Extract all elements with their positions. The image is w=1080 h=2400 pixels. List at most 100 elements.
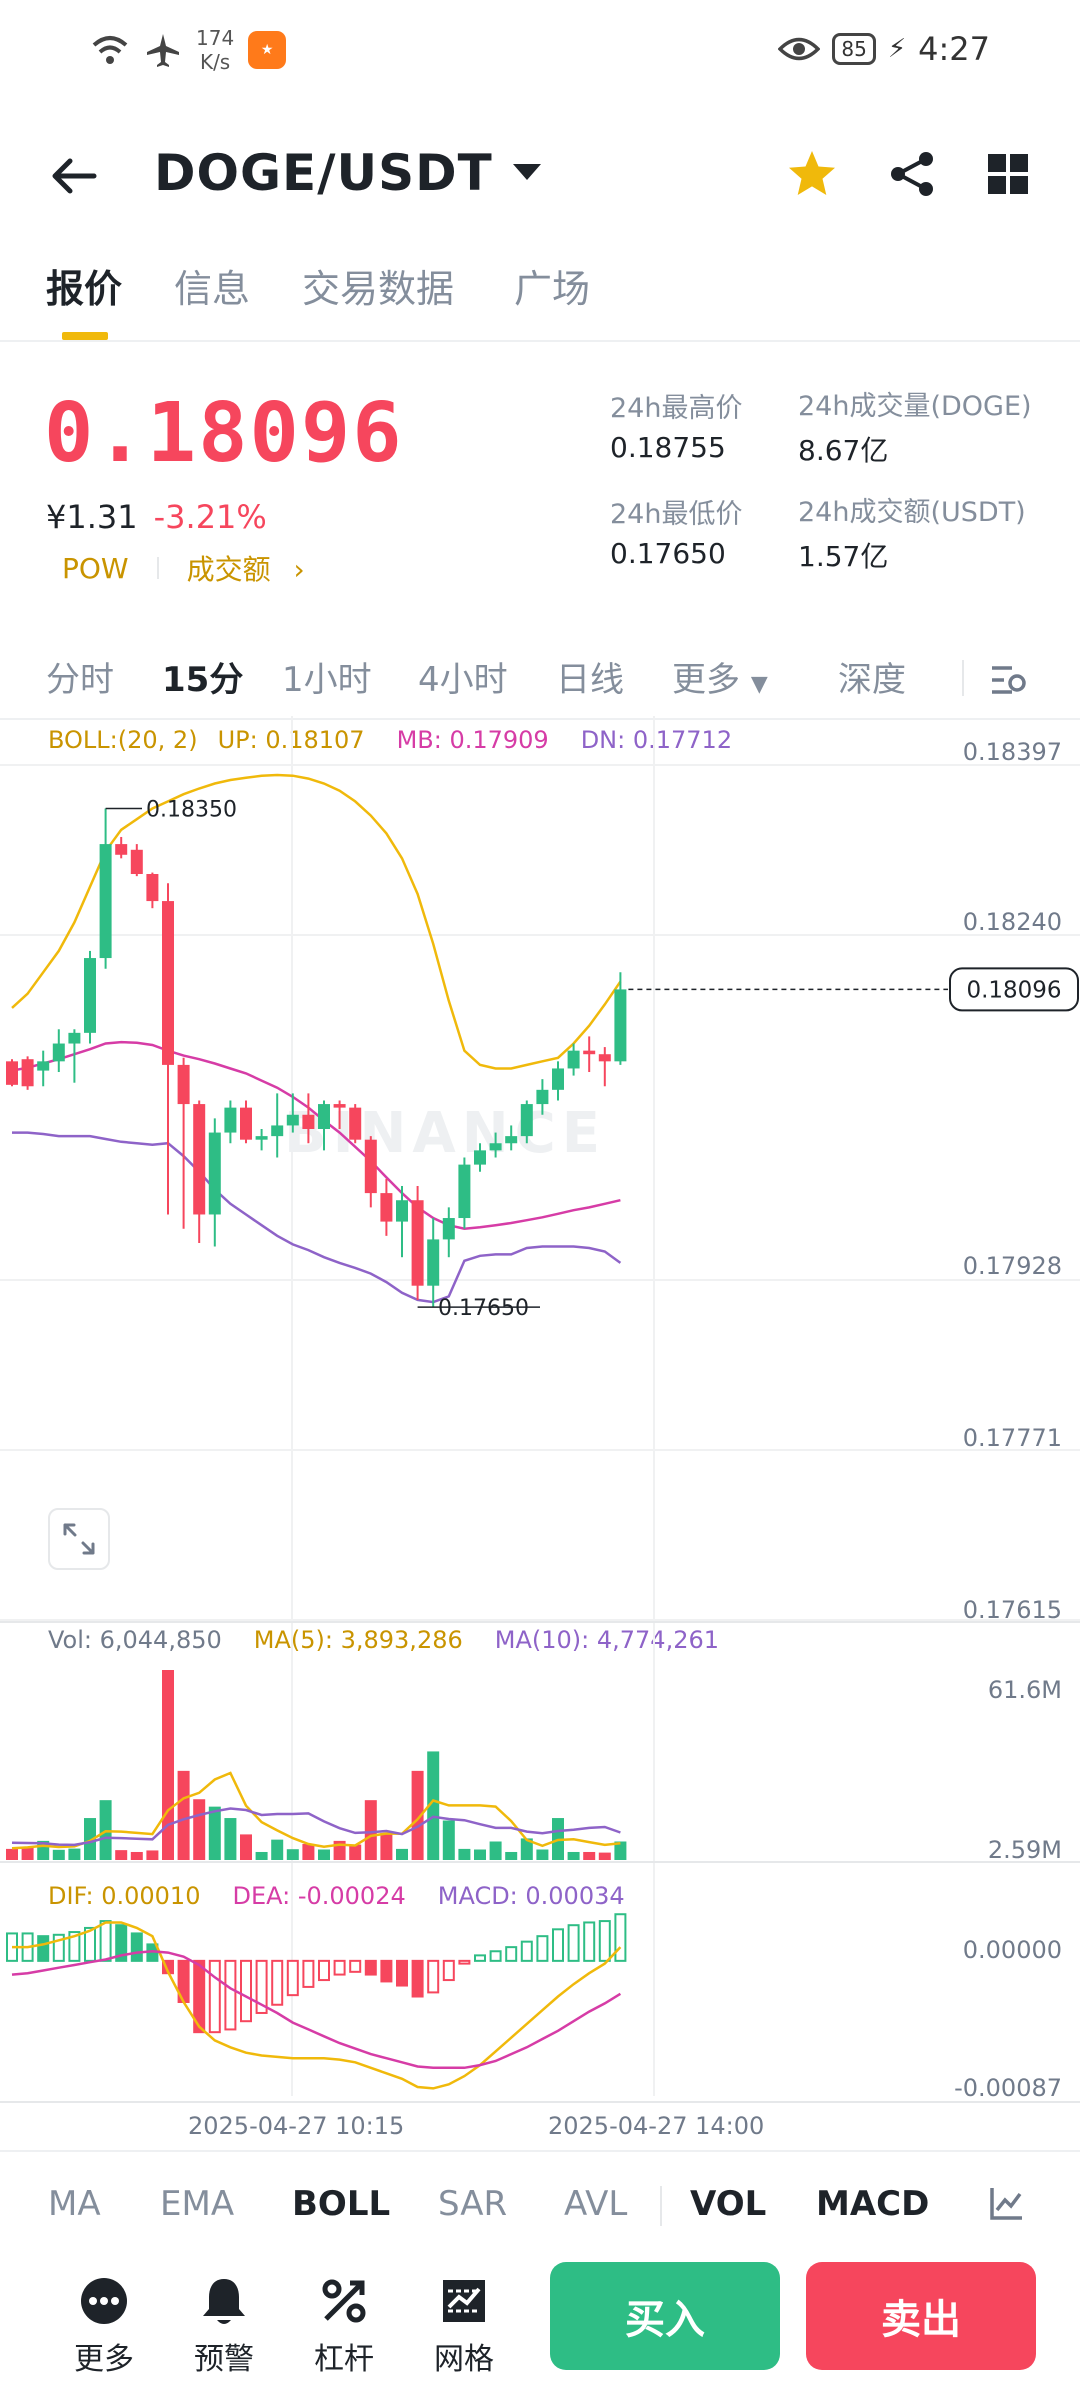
- volume-bar: [364, 1800, 377, 1860]
- depth-tab[interactable]: 深度: [838, 660, 906, 700]
- volume-bar: [224, 1818, 237, 1860]
- indicator-ema[interactable]: EMA: [160, 2184, 235, 2224]
- price-cny: ¥1.31: [46, 498, 138, 536]
- boll-mb-line: [11, 1040, 621, 1230]
- pair-selector[interactable]: DOGE/USDT: [154, 144, 541, 202]
- volume-bar: [489, 1841, 502, 1860]
- back-arrow-icon[interactable]: [48, 150, 100, 202]
- indicator-vol[interactable]: VOL: [690, 2184, 767, 2224]
- main-tabs: 报价 信息 交易数据 广场: [0, 250, 1080, 342]
- grid-action[interactable]: 网格: [414, 2272, 514, 2378]
- volume-bar: [598, 1852, 611, 1860]
- active-tab-indicator: [62, 332, 108, 340]
- chart-settings-icon[interactable]: [990, 664, 1028, 698]
- time-axis-label: 2025-04-27 14:00: [548, 2112, 765, 2140]
- volume-bar: [193, 1799, 206, 1860]
- tab-trading-data[interactable]: 交易数据: [302, 267, 455, 311]
- candle-body: [598, 1054, 611, 1062]
- tab-quote[interactable]: 报价: [46, 267, 123, 311]
- volume-bar: [520, 1838, 533, 1860]
- volume-bar: [6, 1848, 18, 1860]
- interval-15m[interactable]: 15分: [162, 660, 244, 700]
- tag-volume-link[interactable]: 成交额 ›: [186, 553, 305, 586]
- indicator-sar[interactable]: SAR: [438, 2184, 508, 2224]
- volume-bar: [427, 1751, 440, 1860]
- price-axis-label: 0.18240: [962, 908, 1062, 936]
- macd-histogram-bar: [318, 1959, 330, 1982]
- boll-dn-line: [12, 1131, 622, 1304]
- volume-bar: [442, 1820, 455, 1860]
- tab-info[interactable]: 信息: [174, 267, 251, 311]
- macd-histogram-bar: [520, 1940, 533, 1962]
- interval-4h[interactable]: 4小时: [418, 660, 508, 700]
- kline-chart[interactable]: BINANCE 0.18350 0.17650 0.18096: [0, 716, 1080, 2146]
- legend-vol-ma5: MA(5): 3,893,286: [253, 1626, 463, 1654]
- indicator-settings-icon[interactable]: [988, 2184, 1026, 2222]
- volume-bar: [68, 1848, 81, 1860]
- candle-body: [411, 1200, 424, 1286]
- macd-histogram-bar: [442, 1959, 455, 1982]
- macd-histogram-bar: [396, 1959, 408, 1987]
- interval-more[interactable]: 更多 ▼: [672, 660, 768, 700]
- candle-body: [302, 1114, 315, 1130]
- volume-bar: [286, 1849, 299, 1860]
- indicator-boll[interactable]: BOLL: [292, 2184, 391, 2224]
- candle-body: [583, 1050, 596, 1055]
- volume-bar: [52, 1849, 65, 1860]
- margin-action[interactable]: 杠杆: [294, 2272, 394, 2378]
- grid-menu-icon[interactable]: [986, 152, 1030, 196]
- buy-button[interactable]: 买入: [550, 2262, 780, 2370]
- macd-histogram-bar: [411, 1959, 424, 1998]
- candle-body: [474, 1150, 486, 1165]
- volume-bar: [380, 1832, 393, 1860]
- interval-1h[interactable]: 1小时: [282, 660, 372, 700]
- macd-histogram-bar: [271, 1959, 284, 2006]
- price-axis-label: 0.17771: [962, 1424, 1062, 1452]
- candle-body: [318, 1104, 330, 1130]
- macd-histogram-bar: [286, 1959, 299, 1997]
- legend-dif: DIF: 0.00010: [48, 1882, 201, 1910]
- battery-indicator: 85: [832, 33, 876, 65]
- macd-histogram-bar: [224, 1959, 237, 2031]
- share-icon[interactable]: [888, 150, 936, 198]
- last-price: 0.18096: [44, 386, 404, 481]
- macd-axis-label: -0.00087: [954, 2074, 1062, 2102]
- macd-histogram-bar: [208, 1959, 221, 2034]
- candle-body: [489, 1143, 502, 1151]
- candle-body: [380, 1193, 393, 1222]
- alert-action[interactable]: 预警: [174, 2272, 274, 2378]
- candle-body: [349, 1107, 362, 1140]
- tab-square[interactable]: 广场: [514, 267, 591, 311]
- leverage-icon: [322, 2279, 366, 2323]
- interval-1d[interactable]: 日线: [556, 660, 624, 700]
- candle-body: [286, 1114, 299, 1126]
- volume-legend: Vol: 6,044,850 MA(5): 3,893,286 MA(10): …: [48, 1626, 719, 1654]
- boll-legend: BOLL:(20, 2) UP: 0.18107 MB: 0.17909 DN:…: [48, 726, 732, 754]
- macd-histogram-bar: [552, 1928, 564, 1962]
- action-label: 网格: [434, 2342, 494, 2377]
- grid-bot-icon: [443, 2280, 485, 2322]
- candle-body: [333, 1104, 346, 1108]
- indicator-macd[interactable]: MACD: [816, 2184, 930, 2224]
- sell-button[interactable]: 卖出: [806, 2262, 1036, 2370]
- stat-24h-amount: 24h成交额(USDT) 1.57亿: [798, 497, 1026, 573]
- low-marker-label: 0.17650: [438, 1296, 529, 1321]
- interval-timeline[interactable]: 分时: [46, 660, 114, 700]
- candle-body: [21, 1059, 34, 1087]
- boll-up-line: [11, 773, 622, 1070]
- macd-histogram-bar: [474, 1954, 486, 1962]
- volume-bar: [115, 1850, 128, 1860]
- tag-pow[interactable]: POW: [62, 551, 129, 585]
- airplane-icon: [147, 34, 179, 67]
- time-axis-label: 2025-04-27 10:15: [188, 2112, 405, 2140]
- candle-body: [162, 901, 174, 1065]
- more-action[interactable]: 更多: [54, 2272, 154, 2378]
- candle-body: [364, 1139, 377, 1194]
- indicator-avl[interactable]: AVL: [564, 2184, 628, 2224]
- volume-bar: [536, 1849, 549, 1860]
- fullscreen-button[interactable]: [48, 1508, 110, 1570]
- candle-body: [552, 1068, 564, 1090]
- star-favorite-icon[interactable]: [786, 148, 838, 200]
- indicator-ma[interactable]: MA: [48, 2184, 101, 2224]
- last-price-tag: 0.18096: [966, 977, 1061, 1003]
